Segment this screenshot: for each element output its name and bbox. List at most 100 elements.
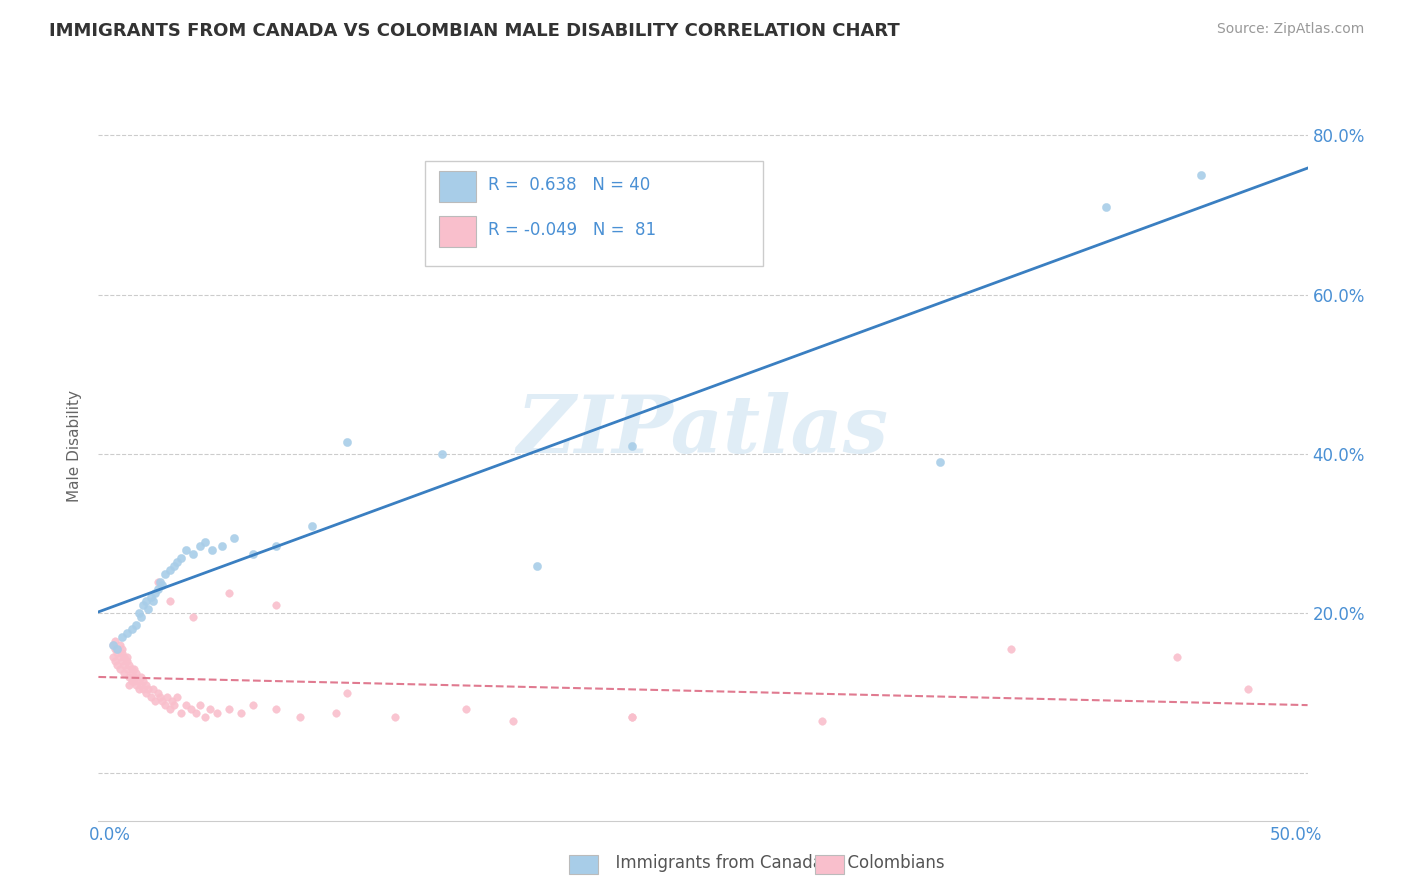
- Point: [115, 650, 138, 665]
- Point: [502, 714, 524, 728]
- Point: [242, 547, 264, 561]
- Point: [336, 686, 359, 700]
- Text: Immigrants from Canada: Immigrants from Canada: [605, 855, 823, 872]
- Point: [160, 694, 183, 708]
- Point: [264, 599, 287, 613]
- Point: [152, 578, 174, 592]
- Point: [620, 710, 643, 724]
- Point: [143, 586, 166, 600]
- Point: [163, 558, 186, 573]
- FancyBboxPatch shape: [440, 171, 475, 202]
- Point: [125, 666, 148, 681]
- Point: [111, 630, 134, 644]
- Point: [129, 610, 152, 624]
- Point: [153, 698, 176, 712]
- Point: [149, 690, 172, 704]
- Point: [384, 710, 406, 724]
- Point: [159, 563, 181, 577]
- Point: [146, 582, 169, 597]
- Point: [1166, 650, 1188, 665]
- Point: [108, 650, 131, 665]
- Point: [101, 638, 124, 652]
- Point: [218, 586, 240, 600]
- Point: [129, 670, 152, 684]
- Point: [1095, 200, 1118, 214]
- Text: Colombians: Colombians: [837, 855, 945, 872]
- Point: [132, 682, 155, 697]
- Point: [136, 602, 159, 616]
- Point: [115, 662, 138, 676]
- Point: [170, 550, 193, 565]
- Point: [184, 706, 207, 720]
- Point: [135, 686, 157, 700]
- Point: [121, 662, 143, 676]
- Point: [108, 662, 131, 676]
- Point: [128, 682, 150, 697]
- Point: [336, 435, 359, 450]
- Point: [139, 690, 162, 704]
- Point: [727, 248, 749, 262]
- Point: [242, 698, 264, 712]
- Point: [526, 558, 548, 573]
- Point: [104, 654, 127, 668]
- Point: [432, 447, 454, 461]
- Point: [198, 702, 221, 716]
- FancyBboxPatch shape: [440, 216, 475, 247]
- Point: [115, 654, 138, 668]
- Point: [111, 646, 134, 660]
- Point: [105, 646, 128, 660]
- Point: [180, 702, 202, 716]
- Point: [1237, 682, 1260, 697]
- Point: [301, 518, 323, 533]
- Point: [190, 698, 212, 712]
- Point: [620, 439, 643, 453]
- Point: [142, 682, 165, 697]
- Point: [174, 542, 197, 557]
- Point: [264, 539, 287, 553]
- Point: [136, 682, 159, 697]
- Point: [114, 666, 136, 681]
- Point: [118, 670, 141, 684]
- Point: [264, 702, 287, 716]
- Point: [121, 623, 143, 637]
- Point: [142, 594, 165, 608]
- FancyBboxPatch shape: [425, 161, 763, 266]
- Text: IMMIGRANTS FROM CANADA VS COLOMBIAN MALE DISABILITY CORRELATION CHART: IMMIGRANTS FROM CANADA VS COLOMBIAN MALE…: [49, 22, 900, 40]
- Point: [929, 455, 952, 469]
- Point: [122, 674, 145, 689]
- Point: [181, 610, 204, 624]
- Point: [129, 678, 152, 692]
- Y-axis label: Male Disability: Male Disability: [67, 390, 83, 502]
- Point: [114, 658, 136, 673]
- Point: [125, 678, 148, 692]
- Text: R = -0.049   N =  81: R = -0.049 N = 81: [488, 221, 655, 239]
- Point: [222, 531, 245, 545]
- Point: [111, 642, 134, 657]
- Point: [105, 642, 128, 657]
- Point: [146, 686, 169, 700]
- Point: [121, 674, 143, 689]
- Point: [132, 599, 155, 613]
- Point: [211, 539, 233, 553]
- Point: [114, 650, 136, 665]
- Text: Source: ZipAtlas.com: Source: ZipAtlas.com: [1216, 22, 1364, 37]
- Point: [139, 591, 162, 605]
- Point: [810, 714, 832, 728]
- Point: [122, 662, 145, 676]
- Point: [159, 702, 181, 716]
- Point: [101, 638, 124, 652]
- Point: [194, 710, 217, 724]
- Point: [166, 555, 188, 569]
- Point: [121, 666, 143, 681]
- Point: [115, 626, 138, 640]
- Point: [454, 702, 477, 716]
- Point: [143, 694, 166, 708]
- Text: R =  0.638   N = 40: R = 0.638 N = 40: [488, 177, 650, 194]
- Text: ZIPatlas: ZIPatlas: [517, 392, 889, 470]
- Point: [325, 706, 347, 720]
- Point: [122, 670, 145, 684]
- Point: [181, 547, 204, 561]
- Point: [194, 534, 217, 549]
- Point: [288, 710, 311, 724]
- Point: [166, 690, 188, 704]
